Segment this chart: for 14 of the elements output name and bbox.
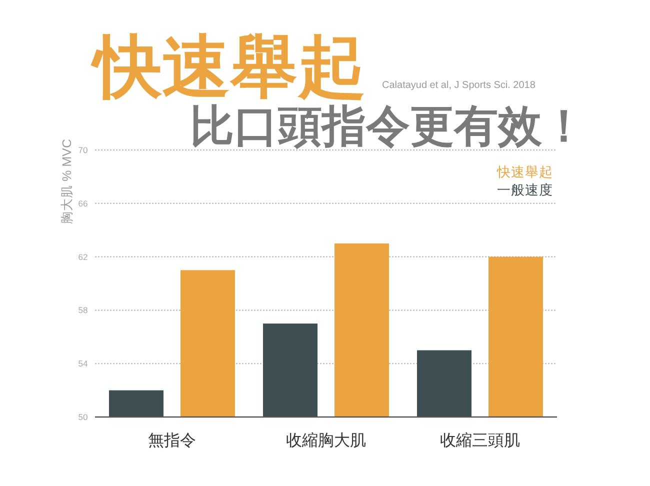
legend: 快速舉起 一般速度 xyxy=(497,164,553,198)
y-tick-label: 66 xyxy=(78,198,88,208)
x-tick-label: 無指令 xyxy=(148,432,196,450)
y-tick-label: 50 xyxy=(78,412,88,422)
y-tick-label: 62 xyxy=(78,252,88,262)
y-tick-label: 58 xyxy=(78,305,88,316)
x-tick-label: 收縮胸大肌 xyxy=(286,432,366,450)
x-tick-label: 收縮三頭肌 xyxy=(440,432,520,450)
chart-subtitle: 比口頭指令更有效！ xyxy=(190,102,586,151)
y-tick-label: 70 xyxy=(78,145,88,155)
text: Calatayud et al, J Sports Sci. 2018 xyxy=(382,80,536,91)
y-axis-title: 胸大肌 % MVC xyxy=(60,139,74,224)
chart-title: 快速舉起 xyxy=(90,29,366,105)
y-tick-label: 54 xyxy=(78,358,88,369)
